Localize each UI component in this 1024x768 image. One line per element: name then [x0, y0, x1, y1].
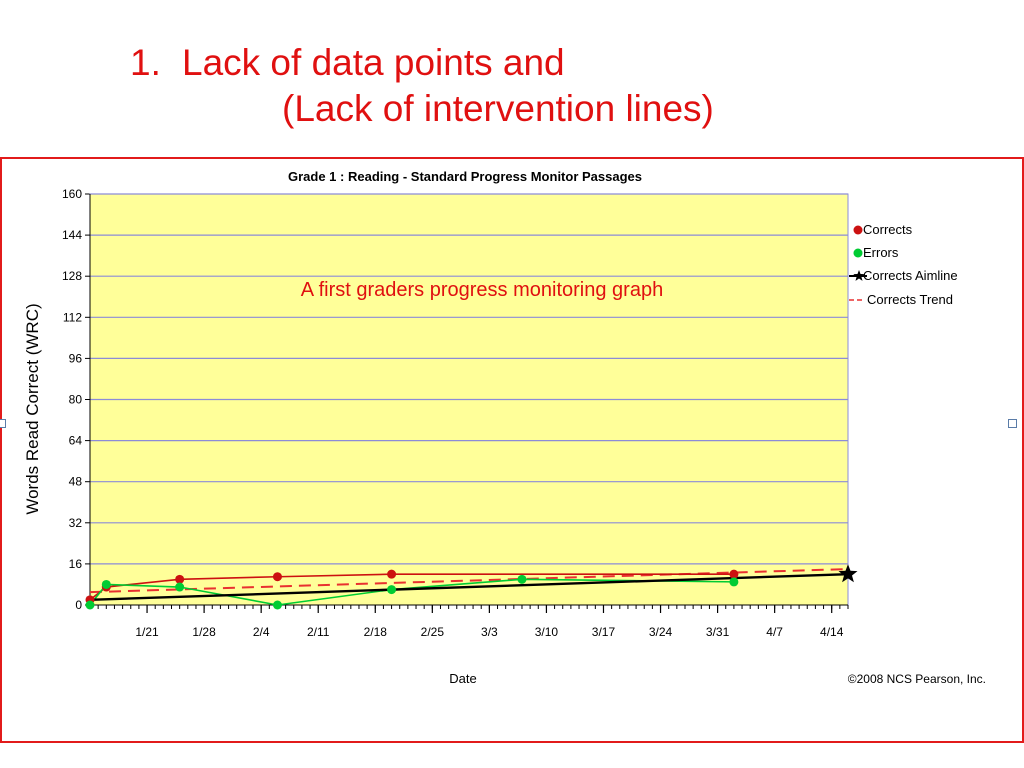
x-tick-label: 3/3 — [481, 625, 498, 639]
legend-marker-corrects — [853, 225, 863, 235]
y-tick-label: 112 — [63, 310, 82, 324]
title-line-1: Lack of data points and — [182, 42, 565, 83]
chart-title: Grade 1 : Reading - Standard Progress Mo… — [288, 169, 642, 184]
y-tick-label: 144 — [62, 228, 82, 242]
x-tick-label: 3/17 — [592, 625, 616, 639]
series-corrects-aimline — [89, 572, 849, 602]
errors-point — [85, 600, 95, 610]
y-axis-label: Words Read Correct (WRC) — [23, 303, 42, 514]
corrects-point — [272, 572, 282, 582]
x-tick-label: 4/14 — [820, 625, 844, 639]
y-tick-label: 16 — [69, 557, 83, 571]
x-tick-label: 1/28 — [192, 625, 216, 639]
chart-annotation: A first graders progress monitoring grap… — [301, 279, 663, 301]
resize-handle-right[interactable] — [1008, 419, 1017, 428]
x-tick-label: 3/31 — [706, 625, 730, 639]
legend-label-corrects-trend: Corrects Trend — [867, 292, 953, 307]
legend-marker-errors — [853, 248, 863, 258]
title-number: 1. — [130, 42, 161, 83]
series-corrects-trend-line — [89, 568, 849, 594]
errors-point — [517, 574, 527, 584]
aimline-star-marker — [838, 564, 858, 583]
y-tick-label: 64 — [69, 434, 83, 448]
x-tick-label: 3/10 — [535, 625, 559, 639]
y-tick-label: 80 — [69, 393, 83, 407]
errors-point — [101, 579, 111, 589]
errors-point — [272, 600, 282, 610]
legend-label-errors: Errors — [863, 245, 899, 260]
slide-title: 1. Lack of data points and (Lack of inter… — [130, 40, 714, 133]
y-tick-label: 160 — [62, 187, 82, 201]
x-tick-label: 4/7 — [766, 625, 783, 639]
copyright-text: ©2008 NCS Pearson, Inc. — [848, 672, 986, 686]
errors-point — [175, 582, 185, 592]
corrects-point — [175, 574, 185, 584]
x-axis-label: Date — [449, 671, 476, 686]
x-tick-label: 2/18 — [364, 625, 388, 639]
chart-legend: Corrects Errors Corrects Aimline Corrects T… — [849, 222, 958, 307]
progress-chart: Grade 1 : Reading - Standard Progress Mo… — [23, 169, 986, 686]
y-tick-label: 48 — [69, 475, 83, 489]
y-tick-label: 128 — [62, 269, 82, 283]
errors-point — [729, 577, 739, 587]
y-tick-label: 96 — [69, 351, 83, 365]
x-tick-label: 2/4 — [253, 625, 270, 639]
x-tick-label: 3/24 — [649, 625, 673, 639]
title-line-2: (Lack of intervention lines) — [282, 88, 714, 130]
legend-label-corrects: Corrects — [863, 222, 913, 237]
x-tick-label: 2/25 — [421, 625, 445, 639]
chart-frame: Grade 1 : Reading - Standard Progress Mo… — [0, 157, 1024, 743]
y-tick-label: 32 — [69, 516, 83, 530]
errors-point — [387, 585, 397, 595]
corrects-point — [387, 569, 397, 579]
x-tick-label: 1/21 — [135, 625, 159, 639]
legend-marker-corrects-aimline — [853, 270, 865, 281]
legend-label-corrects-aimline: Corrects Aimline — [863, 268, 958, 283]
corrects-point — [729, 569, 739, 579]
x-tick-label: 2/11 — [307, 625, 330, 639]
y-tick-label: 0 — [75, 598, 82, 612]
resize-handle-left[interactable] — [0, 419, 6, 428]
